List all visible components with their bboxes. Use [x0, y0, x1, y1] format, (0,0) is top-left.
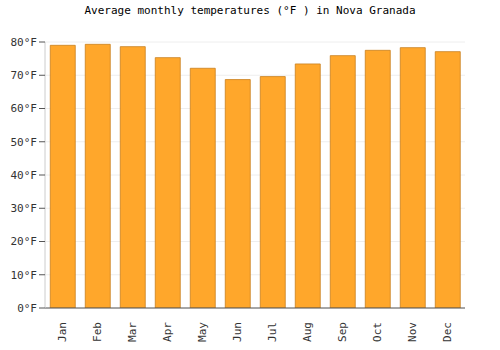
- svg-text:20°F: 20°F: [11, 235, 38, 248]
- svg-text:60°F: 60°F: [11, 102, 38, 115]
- svg-text:0°F: 0°F: [17, 302, 37, 315]
- svg-text:Jan: Jan: [56, 322, 69, 342]
- svg-text:50°F: 50°F: [11, 136, 38, 149]
- svg-text:80°F: 80°F: [11, 36, 38, 49]
- svg-text:40°F: 40°F: [11, 169, 38, 182]
- svg-text:Feb: Feb: [91, 322, 104, 342]
- svg-text:Mar: Mar: [126, 322, 139, 342]
- svg-text:30°F: 30°F: [11, 202, 38, 215]
- svg-text:Dec: Dec: [441, 322, 454, 342]
- svg-text:Aug: Aug: [301, 322, 314, 342]
- html-text:Average monthly temperatures (: Average monthly temperatures (°F ) in No…: [84, 4, 416, 17]
- svg-text:70°F: 70°F: [11, 69, 38, 82]
- svg-text:10°F: 10°F: [11, 269, 38, 282]
- svg-text:Nov: Nov: [406, 322, 419, 342]
- svg-text:May: May: [196, 322, 209, 342]
- svg-text:Jun: Jun: [231, 322, 244, 342]
- svg-text:Jul: Jul: [266, 322, 279, 342]
- svg-text:Sep: Sep: [336, 322, 349, 342]
- svg-text:Oct: Oct: [371, 322, 384, 342]
- svg-text:Apr: Apr: [161, 322, 174, 342]
